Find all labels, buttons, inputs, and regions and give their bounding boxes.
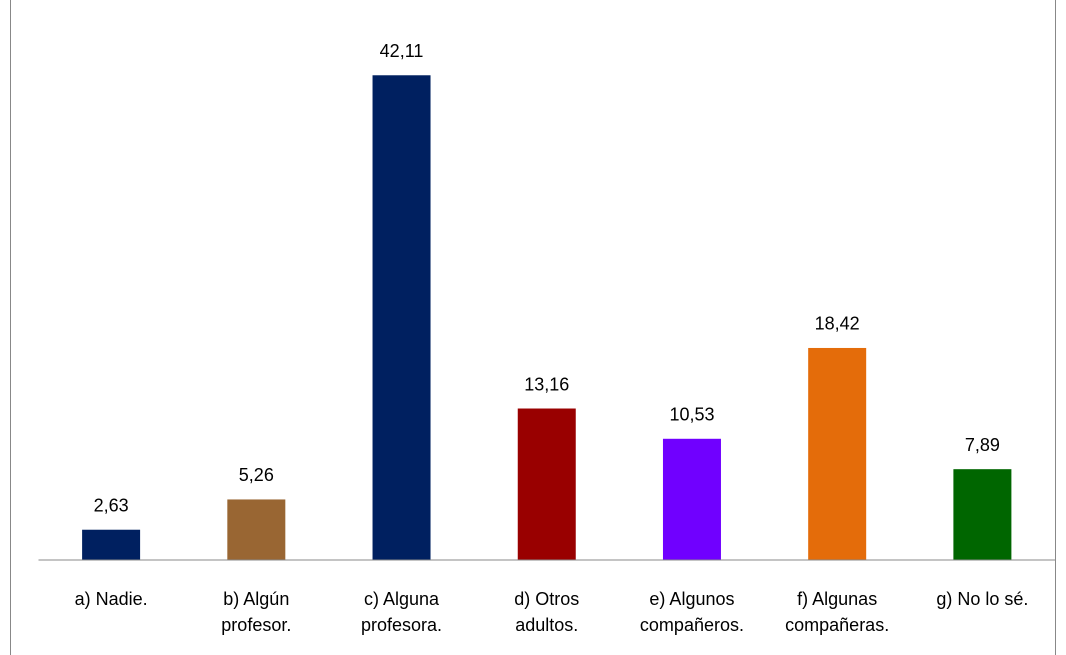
bar: [953, 469, 1012, 560]
value-label: 18,42: [815, 314, 860, 334]
value-label: 13,16: [524, 374, 569, 394]
x-tick-label: compañeros.: [640, 615, 744, 635]
bar: [808, 347, 867, 560]
x-tick-label: compañeras.: [785, 615, 889, 635]
value-label: 7,89: [965, 435, 1000, 455]
value-label: 5,26: [239, 465, 274, 485]
bar: [372, 75, 431, 560]
bar: [517, 408, 576, 560]
bar: [662, 438, 721, 560]
x-tick-label: g) No lo sé.: [936, 589, 1028, 609]
value-label: 10,53: [669, 405, 714, 425]
bar: [82, 529, 141, 560]
bar: [227, 499, 286, 560]
x-tick-label: d) Otros: [514, 589, 579, 609]
x-tick-label: f) Algunas: [797, 589, 877, 609]
x-tick-label: b) Algún: [223, 589, 289, 609]
value-label: 42,11: [380, 41, 424, 61]
x-tick-label: a) Nadie.: [75, 589, 148, 609]
x-tick-label: profesora.: [361, 615, 442, 635]
x-tick-label: e) Algunos: [649, 589, 734, 609]
value-label: 2,63: [94, 495, 129, 515]
x-tick-label: profesor.: [221, 615, 291, 635]
x-tick-label: c) Alguna: [364, 589, 440, 609]
x-tick-label: adultos.: [515, 615, 578, 635]
